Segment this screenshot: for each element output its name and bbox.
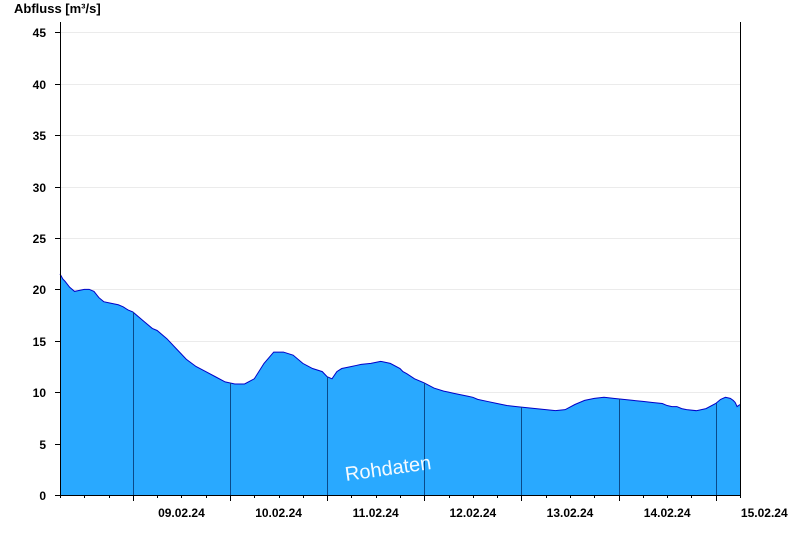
y-tick-label-45: 45: [33, 26, 47, 40]
day-separator-lines: [133, 311, 717, 495]
y-tick-label-35: 35: [33, 129, 47, 143]
x-tick-label-4: 13.02.24: [547, 506, 594, 520]
y-axis-label: Abfluss [m³/s]: [14, 1, 101, 16]
y-tick-label-5: 5: [39, 438, 46, 452]
x-tick-label-2: 11.02.24: [353, 506, 399, 520]
x-tick-label-1: 10.02.24: [255, 506, 302, 520]
x-tick-label-5: 14.02.24: [644, 506, 691, 520]
y-tick-label-25: 25: [33, 232, 47, 246]
y-tick-label-0: 0: [39, 489, 46, 503]
discharge-line: [59, 273, 741, 412]
x-tick-label-6: 15.02.24: [741, 506, 788, 520]
y-axis-ticks: 0 5 10 15 20 25 30 35 40 45: [33, 26, 60, 503]
y-tick-label-40: 40: [33, 78, 47, 92]
y-tick-label-30: 30: [33, 181, 47, 195]
y-tick-label-10: 10: [33, 386, 47, 400]
x-tick-label-0: 09.02.24: [158, 506, 205, 520]
y-tick-label-20: 20: [33, 283, 47, 297]
x-axis-ticks: 09.02.24 10.02.24 11.02.24 12.02.24 13.02.24…: [60, 495, 788, 520]
x-tick-label-3: 12.02.24: [449, 506, 496, 520]
y-tick-label-15: 15: [33, 335, 47, 349]
